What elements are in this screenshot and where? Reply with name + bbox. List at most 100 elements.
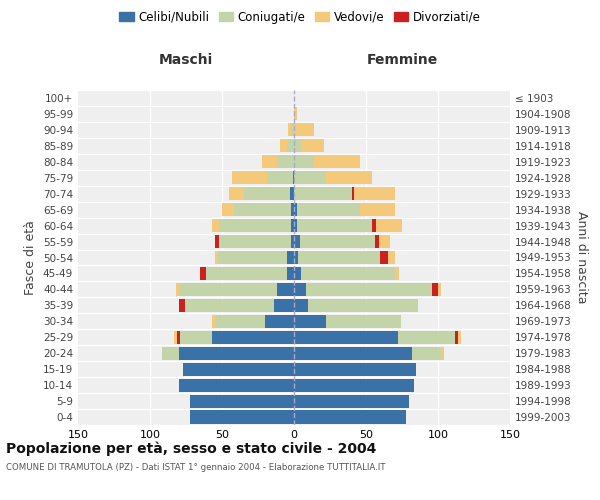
Bar [190,394,294,407]
Bar [190,410,294,424]
Bar [294,410,406,424]
Bar [380,251,388,264]
Bar [294,299,308,312]
Bar [291,219,294,232]
Bar [229,187,244,200]
Bar [175,330,178,344]
Bar [458,330,461,344]
Text: COMUNE DI TRAMUTOLA (PZ) - Dati ISTAT 1° gennaio 2004 - Elaborazione TUTTITALIA.: COMUNE DI TRAMUTOLA (PZ) - Dati ISTAT 1°… [6,463,386,472]
Bar [288,124,291,136]
Bar [294,394,409,407]
Bar [212,330,294,344]
Bar [287,267,294,280]
Bar [161,346,179,360]
Bar [294,251,298,264]
Bar [294,140,301,152]
Bar [287,251,294,264]
Bar [300,235,374,248]
Bar [183,362,294,376]
Bar [232,171,266,184]
Bar [294,267,301,280]
Bar [432,283,438,296]
Bar [233,203,291,216]
Text: Femmine: Femmine [367,54,437,68]
Bar [215,235,219,248]
Bar [398,330,455,344]
Bar [222,203,233,216]
Bar [376,219,402,232]
Bar [294,155,314,168]
Y-axis label: Fasce di età: Fasce di età [25,220,37,295]
Bar [455,330,458,344]
Bar [438,283,441,296]
Bar [374,235,379,248]
Bar [294,124,314,136]
Bar [293,171,294,184]
Bar [395,267,399,280]
Bar [274,299,294,312]
Bar [287,140,294,152]
Bar [178,330,180,344]
Bar [301,140,324,152]
Bar [294,315,326,328]
Bar [215,251,218,264]
Bar [294,108,297,120]
Bar [277,155,294,168]
Bar [294,283,305,296]
Bar [388,251,395,264]
Text: Popolazione per età, sesso e stato civile - 2004: Popolazione per età, sesso e stato civil… [6,441,376,456]
Bar [200,267,206,280]
Bar [176,283,179,296]
Bar [219,219,291,232]
Bar [277,283,294,296]
Bar [206,267,287,280]
Bar [326,315,401,328]
Bar [294,346,412,360]
Bar [326,171,372,184]
Bar [355,187,395,200]
Bar [301,267,395,280]
Bar [294,171,326,184]
Bar [218,251,287,264]
Bar [291,235,294,248]
Bar [185,299,274,312]
Bar [291,124,294,136]
Bar [212,315,215,328]
Bar [266,171,293,184]
Bar [291,203,294,216]
Bar [294,330,398,344]
Bar [265,315,294,328]
Bar [280,140,287,152]
Bar [308,299,418,312]
Bar [215,315,265,328]
Bar [379,235,391,248]
Bar [180,330,212,344]
Bar [179,378,294,392]
Bar [294,378,413,392]
Bar [360,203,395,216]
Bar [179,299,185,312]
Bar [298,251,380,264]
Y-axis label: Anni di nascita: Anni di nascita [575,211,588,304]
Bar [294,362,416,376]
Bar [314,155,360,168]
Bar [441,346,444,360]
Bar [297,203,360,216]
Bar [294,203,297,216]
Bar [290,187,294,200]
Bar [212,219,219,232]
Text: Maschi: Maschi [159,54,213,68]
Bar [412,346,441,360]
Bar [297,219,372,232]
Bar [372,219,376,232]
Bar [294,235,300,248]
Bar [352,187,355,200]
Bar [244,187,290,200]
Bar [305,283,432,296]
Bar [179,283,277,296]
Legend: Celibi/Nubili, Coniugati/e, Vedovi/e, Divorziati/e: Celibi/Nubili, Coniugati/e, Vedovi/e, Di… [115,6,485,28]
Bar [262,155,277,168]
Bar [179,346,294,360]
Bar [294,219,297,232]
Bar [219,235,291,248]
